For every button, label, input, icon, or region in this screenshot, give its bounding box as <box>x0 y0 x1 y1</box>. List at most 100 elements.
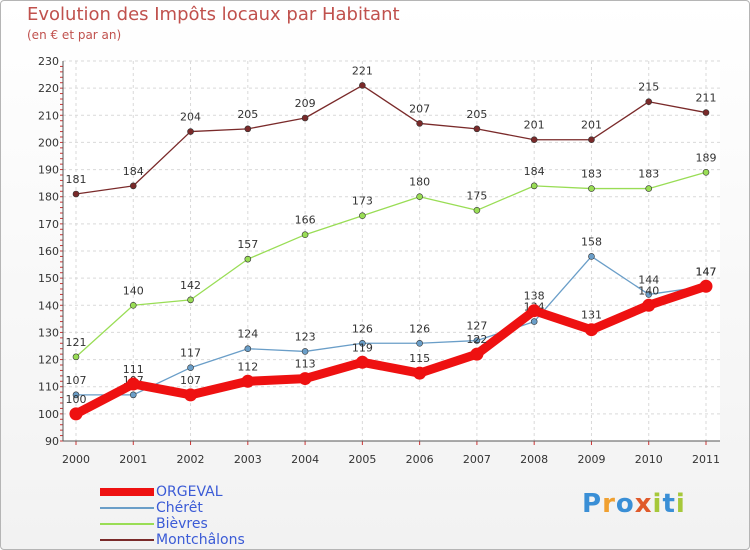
y-tick-label: 170 <box>38 218 59 231</box>
point-cheret <box>244 345 252 353</box>
point-bievres <box>72 353 80 361</box>
point-montchalons <box>702 109 710 116</box>
point-orgeval <box>241 374 255 388</box>
point-montchalons <box>129 182 137 190</box>
point-orgeval <box>184 388 198 402</box>
logo-letter: i <box>675 489 686 519</box>
point-orgeval <box>584 323 598 337</box>
logo-letter: r <box>602 489 616 519</box>
logo-letter: o <box>615 489 635 519</box>
logo-letter: P <box>582 489 603 519</box>
point-montchalons <box>187 128 194 135</box>
point-orgeval <box>527 304 541 318</box>
data-label-cheret: 123 <box>295 330 316 343</box>
legend-label: ORGEVAL <box>156 484 223 500</box>
point-bievres <box>244 255 252 263</box>
y-tick-label: 230 <box>38 55 59 68</box>
data-label-montchalons: 215 <box>638 81 659 94</box>
point-montchalons <box>301 114 309 122</box>
data-label-montchalons: 207 <box>409 102 430 115</box>
chart-subtitle: (en € et par an) <box>27 28 122 42</box>
x-tick-label: 2011 <box>692 453 720 466</box>
point-bievres <box>645 185 653 192</box>
data-label-bievres: 140 <box>123 284 144 297</box>
data-label-cheret: 126 <box>352 322 373 335</box>
data-label-bievres: 184 <box>524 165 545 178</box>
data-label-bievres: 166 <box>295 214 316 227</box>
point-cheret <box>645 291 653 298</box>
data-label-montchalons: 204 <box>180 111 201 124</box>
data-label-orgeval: 111 <box>123 363 144 376</box>
data-label-montchalons: 201 <box>524 119 545 132</box>
data-label-cheret: 107 <box>66 374 87 387</box>
data-label-montchalons: 205 <box>237 108 258 121</box>
point-bievres <box>187 296 194 304</box>
point-cheret <box>359 339 366 347</box>
y-tick-label: 190 <box>38 164 59 177</box>
point-orgeval <box>126 377 140 391</box>
point-bievres <box>301 231 309 239</box>
proxiti-logo: Proxiti <box>582 489 686 519</box>
y-tick-label: 110 <box>38 381 59 394</box>
data-label-bievres: 157 <box>237 238 258 251</box>
y-tick-label: 180 <box>38 191 59 204</box>
point-bievres <box>416 193 423 201</box>
point-montchalons <box>588 136 595 144</box>
point-montchalons <box>416 120 423 127</box>
legend-swatch <box>100 523 154 525</box>
x-tick-label: 2009 <box>577 453 605 466</box>
data-label-cheret: 127 <box>466 320 487 333</box>
point-cheret <box>187 364 194 372</box>
y-tick-label: 140 <box>38 299 59 312</box>
data-label-bievres: 180 <box>409 176 430 189</box>
data-label-bievres: 183 <box>638 168 659 181</box>
point-cheret <box>588 253 595 260</box>
data-label-montchalons: 221 <box>352 64 373 77</box>
point-montchalons <box>359 82 366 89</box>
point-bievres <box>359 212 366 220</box>
legend-label: Chérêt <box>156 500 203 516</box>
legend-label: Montchâlons <box>156 532 245 548</box>
y-tick-label: 120 <box>38 354 59 367</box>
data-label-orgeval: 138 <box>524 290 545 303</box>
legend-swatch <box>100 507 154 509</box>
point-montchalons <box>244 125 252 133</box>
series-line-montchalons <box>75 84 707 195</box>
data-label-bievres: 183 <box>581 168 602 181</box>
point-cheret <box>129 391 137 399</box>
point-cheret <box>530 318 538 325</box>
x-tick-label: 2005 <box>348 453 376 466</box>
data-label-orgeval: 119 <box>352 341 373 354</box>
point-orgeval <box>355 355 369 369</box>
chart-title: Evolution des Impôts locaux par Habitant <box>27 4 400 25</box>
data-label-orgeval: 140 <box>638 284 659 297</box>
point-montchalons <box>530 136 538 144</box>
data-label-montchalons: 209 <box>295 97 316 110</box>
y-tick-label: 130 <box>38 326 59 339</box>
data-label-cheret: 117 <box>180 347 201 360</box>
point-bievres <box>129 301 137 309</box>
point-bievres <box>702 168 710 176</box>
data-label-bievres: 142 <box>180 279 201 292</box>
data-label-orgeval: 113 <box>295 358 316 371</box>
point-montchalons <box>473 125 481 133</box>
point-montchalons <box>72 190 80 198</box>
point-orgeval <box>699 279 713 293</box>
data-label-montchalons: 184 <box>123 165 144 178</box>
logo-letter: x <box>634 489 653 519</box>
y-tick-label: 210 <box>38 109 59 122</box>
data-label-cheret: 126 <box>409 322 430 335</box>
point-cheret <box>72 391 80 399</box>
x-tick-label: 2002 <box>177 453 205 466</box>
point-orgeval <box>413 366 427 380</box>
y-tick-label: 100 <box>38 408 59 421</box>
data-label-orgeval: 147 <box>696 265 717 278</box>
y-tick-label: 160 <box>38 245 59 258</box>
point-orgeval <box>470 347 484 361</box>
point-orgeval <box>69 407 83 421</box>
legend-swatch <box>100 539 154 541</box>
point-bievres <box>588 185 595 192</box>
logo-letter: t <box>662 489 676 519</box>
x-tick-label: 2010 <box>635 453 663 466</box>
